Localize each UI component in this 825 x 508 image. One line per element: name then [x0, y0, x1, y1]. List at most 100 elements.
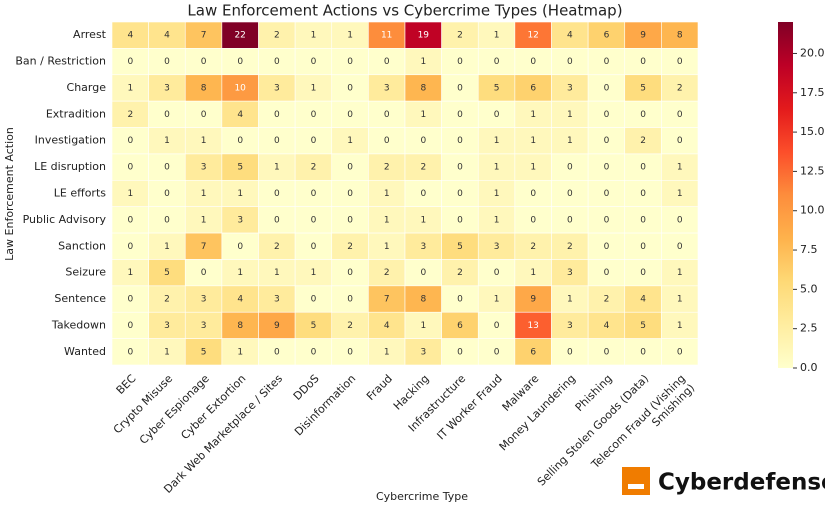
cell-label: 5	[494, 83, 500, 93]
cell	[221, 153, 259, 181]
cell	[111, 338, 149, 366]
y-tick-label: Extradition	[46, 107, 106, 120]
cell-label: 1	[127, 189, 133, 199]
cell	[294, 180, 333, 207]
cell-label: 1	[677, 295, 683, 305]
cell-label: 0	[127, 321, 133, 331]
y-axis-label: Law Enforcement Action	[3, 127, 16, 261]
cell-label: 1	[237, 347, 243, 357]
cell	[514, 48, 552, 76]
cell-label: 13	[527, 321, 538, 331]
y-tick-label: Public Advisory	[23, 213, 107, 226]
cell	[258, 153, 296, 181]
cell-label: 0	[311, 215, 317, 225]
cell-label: 0	[640, 268, 646, 278]
cell-label: 0	[347, 189, 353, 199]
y-tick-label: Seizure	[65, 266, 106, 279]
cell-label: 0	[604, 242, 610, 252]
cell-label: 2	[164, 295, 170, 305]
cell-label: 0	[457, 163, 463, 173]
cell-label: 0	[457, 295, 463, 305]
cell-label: 11	[381, 31, 392, 41]
x-tick-label: DDoS	[291, 372, 322, 403]
cell	[477, 48, 516, 76]
cell-label: 0	[640, 163, 646, 173]
cell-label: 9	[640, 31, 646, 41]
cell-label: 1	[677, 321, 683, 331]
cell	[331, 232, 369, 260]
cell	[477, 206, 516, 234]
cell	[331, 206, 369, 234]
cell-label: 2	[567, 242, 573, 252]
cell-label: 0	[311, 136, 317, 146]
cell-label: 1	[164, 242, 170, 252]
cell-label: 2	[604, 295, 610, 305]
cell	[294, 100, 333, 128]
cell	[258, 338, 296, 366]
cell-label: 0	[347, 295, 353, 305]
cell	[258, 100, 296, 128]
cell	[294, 338, 333, 366]
cell-label: 0	[311, 57, 317, 67]
cell-label: 3	[494, 242, 500, 252]
cell-label: 3	[567, 321, 573, 331]
cell-label: 8	[677, 31, 683, 41]
cell	[368, 259, 406, 287]
x-tick-label: IT Worker Fraud	[434, 372, 504, 442]
cell-label: 1	[494, 215, 500, 225]
cell	[551, 127, 589, 155]
cell-label: 4	[567, 31, 573, 41]
cell-label: 3	[274, 83, 280, 93]
x-tick-label: Cyber Extortion	[178, 372, 248, 442]
cell	[661, 100, 699, 128]
cell	[661, 259, 699, 287]
cell-label: 0	[567, 347, 573, 357]
cell	[111, 180, 149, 207]
cell	[661, 180, 699, 207]
cell-label: 7	[384, 295, 390, 305]
cell-label: 0	[127, 57, 133, 67]
cell-label: 0	[604, 83, 610, 93]
y-tick-label: Sanction	[58, 239, 106, 252]
cell-label: 0	[274, 57, 280, 67]
cell-label: 0	[677, 136, 683, 146]
cell-label: 0	[237, 136, 243, 146]
cell-label: 0	[384, 136, 390, 146]
cell	[331, 180, 369, 207]
cell	[551, 285, 589, 313]
cell-label: 0	[567, 189, 573, 199]
cell-label: 0	[457, 189, 463, 199]
cell-label: 1	[201, 215, 207, 225]
x-tick-label: Fraud	[364, 372, 395, 403]
cell	[294, 206, 333, 234]
cell-label: 12	[527, 31, 538, 41]
cell-label: 2	[274, 242, 280, 252]
cell-label: 0	[311, 242, 317, 252]
cell	[184, 338, 223, 366]
cell-label: 4	[237, 110, 243, 120]
cell	[111, 206, 149, 234]
cell-label: 2	[347, 242, 353, 252]
cell-label: 0	[604, 163, 610, 173]
y-tick-label: Ban / Restriction	[15, 55, 106, 68]
cell-label: 6	[530, 347, 536, 357]
cell-label: 8	[237, 321, 243, 331]
cell-label: 1	[677, 163, 683, 173]
cell	[661, 311, 699, 339]
cell	[258, 48, 296, 76]
cell	[624, 232, 662, 260]
cell-label: 2	[384, 268, 390, 278]
cell-label: 5	[311, 321, 317, 331]
cell-label: 3	[201, 163, 207, 173]
cell	[661, 74, 699, 102]
cell-label: 0	[494, 57, 500, 67]
cell	[624, 206, 662, 234]
cell-label: 0	[347, 57, 353, 67]
cell-label: 19	[418, 31, 430, 41]
cell-label: 0	[164, 189, 170, 199]
cell	[331, 48, 369, 76]
cell-label: 9	[530, 295, 536, 305]
cell	[587, 232, 626, 260]
y-tick-label: Takedown	[51, 318, 106, 331]
logo-text: Cyberdefense	[658, 470, 825, 496]
